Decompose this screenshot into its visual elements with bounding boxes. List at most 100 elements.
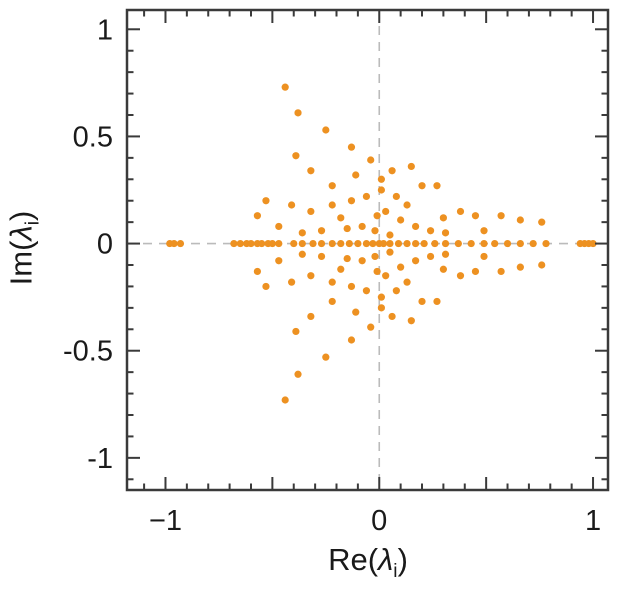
x-axis-title-post: ) [397,542,408,577]
data-point [309,239,317,248]
data-point [426,227,435,235]
data-point [471,212,480,220]
lambda-subscript: i [393,561,398,583]
data-point [258,239,266,248]
data-point [294,109,302,117]
data-point [253,212,262,220]
data-point [538,218,546,226]
y-tick-label: -0.5 [63,336,113,368]
data-point [388,167,396,175]
data-point [176,239,185,248]
data-point [589,239,597,248]
data-point [426,252,435,261]
data-point [236,239,244,248]
data-point [317,227,326,235]
data-point [516,216,524,224]
data-point [358,222,366,231]
data-point [347,336,356,344]
data-point [328,182,336,190]
data-point [377,293,385,301]
data-point [412,257,420,265]
data-point [290,239,298,248]
data-point [386,248,394,256]
data-point [382,272,390,280]
data-point [371,227,379,235]
data-point [418,297,426,306]
data-point [538,261,546,269]
data-point [281,396,289,404]
data-point [456,207,465,216]
data-point [345,239,353,248]
data-point [403,278,411,286]
lambda-subscript: i [22,221,44,226]
data-point [441,239,450,248]
data-point [328,239,336,248]
data-point [471,267,480,276]
data-point [382,207,390,216]
data-point [328,201,336,209]
data-point [268,239,276,248]
data-point [343,224,351,233]
x-tick-label: 1 [585,505,601,537]
data-point [392,192,400,201]
data-point [491,239,499,248]
data-point [362,287,371,295]
data-point [358,257,366,265]
lambda-symbol: λ [378,542,394,577]
data-point [397,263,405,271]
data-point [480,252,488,261]
data-point [497,212,505,220]
data-point [292,152,300,160]
data-point [379,239,388,248]
data-point [467,239,475,248]
data-point [337,214,345,222]
data-point [392,287,400,295]
data-point [367,323,375,331]
data-point [275,222,283,231]
data-point [343,254,351,263]
data-point [347,282,356,291]
plot-frame [125,8,610,492]
data-point [441,229,450,237]
data-point [275,239,283,248]
data-point [307,207,315,216]
data-point [377,304,385,312]
y-tick-label: -1 [87,443,113,475]
data-point [230,239,238,248]
data-point [352,171,360,179]
data-point [420,239,428,248]
y-tick-label: 1 [97,14,113,46]
data-point [298,250,306,258]
data-point [403,201,411,209]
lambda-symbol: λ [3,225,39,241]
data-point [170,239,178,248]
data-point [328,278,336,286]
data-point [253,267,262,276]
data-point [354,239,362,248]
data-point [516,263,524,271]
data-point [369,239,377,248]
data-point [262,197,270,205]
data-point [337,265,345,273]
data-point [288,278,296,286]
data-point [441,250,450,258]
data-point [292,327,300,336]
data-point [347,197,356,205]
data-point [407,317,415,325]
data-point [294,370,302,378]
data-point [412,222,420,231]
data-point [328,297,336,306]
data-point [418,182,426,190]
data-point [322,126,330,134]
data-point [412,239,420,248]
x-tick-label: −1 [149,505,182,537]
data-point [288,201,296,209]
data-point [386,239,394,248]
data-point [456,272,465,280]
data-point [367,156,375,164]
data-point [298,239,306,248]
data-point [403,239,411,248]
data-point [454,239,462,248]
